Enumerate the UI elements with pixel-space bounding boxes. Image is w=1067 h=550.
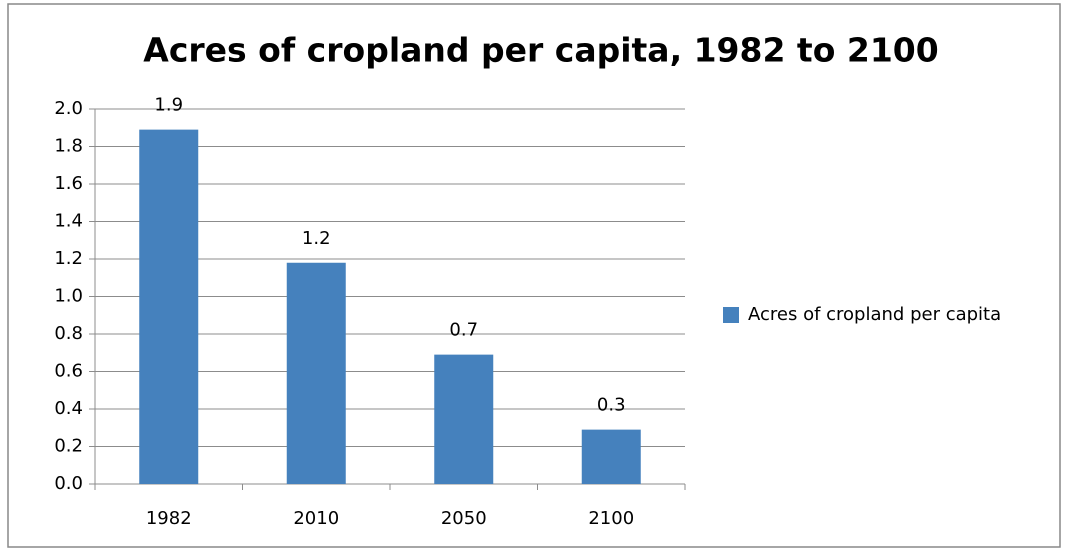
y-tick-label: 0.4: [54, 398, 83, 419]
data-label: 1.2: [302, 228, 331, 249]
x-tick-label: 2010: [293, 508, 339, 529]
y-tick-label: 0.6: [54, 361, 83, 382]
y-tick-label: 1.4: [54, 211, 83, 232]
data-label: 0.3: [597, 395, 626, 416]
bar: [139, 129, 199, 484]
y-tick-label: 0.8: [54, 323, 83, 344]
bar: [434, 354, 494, 484]
bar: [286, 262, 346, 484]
data-label: 0.7: [449, 320, 478, 341]
bar: [581, 429, 641, 484]
legend-label: Acres of cropland per capita: [748, 304, 1001, 325]
y-tick-label: 2.0: [54, 98, 83, 119]
data-label: 1.9: [154, 95, 183, 116]
y-tick-label: 1.8: [54, 136, 83, 157]
y-tick-label: 1.2: [54, 248, 83, 269]
x-tick-label: 2050: [441, 508, 487, 529]
y-tick-label: 0.2: [54, 436, 83, 457]
legend-swatch: [723, 307, 739, 323]
y-tick-label: 1.0: [54, 286, 83, 307]
x-tick-label: 1982: [146, 508, 192, 529]
y-tick-label: 1.6: [54, 173, 83, 194]
chart-title: Acres of cropland per capita, 1982 to 21…: [143, 31, 938, 70]
y-tick-label: 0.0: [54, 473, 83, 494]
x-tick-label: 2100: [588, 508, 634, 529]
